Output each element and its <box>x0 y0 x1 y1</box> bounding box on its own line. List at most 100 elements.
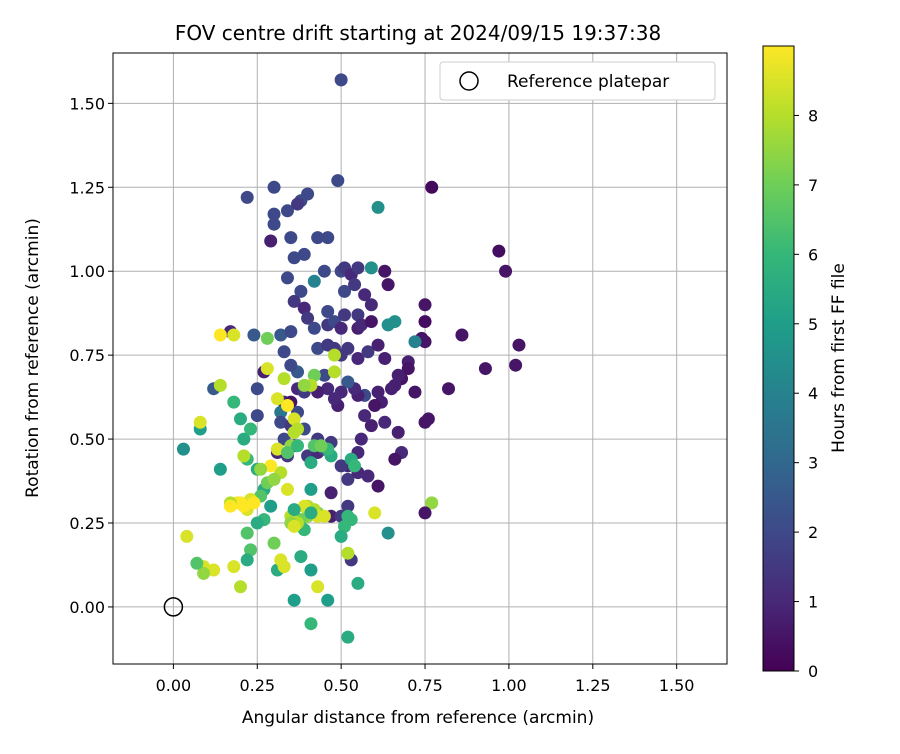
scatter-point <box>351 261 365 275</box>
scatter-point <box>364 261 378 275</box>
y-axis-ticks: 0.00 0.25 0.50 0.75 1.00 1.25 1.50 <box>69 94 113 617</box>
scatter-point <box>341 472 355 486</box>
x-tick-label: 0.75 <box>407 676 443 695</box>
scatter-point <box>287 503 301 517</box>
scatter-point <box>442 382 456 396</box>
scatter-point <box>287 593 301 607</box>
scatter-point <box>304 482 318 496</box>
scatter-point <box>287 412 301 426</box>
scatter-point <box>227 395 241 409</box>
legend: Reference platepar <box>439 61 716 101</box>
scatter-point <box>334 529 348 543</box>
x-tick-label: 1.50 <box>659 676 695 695</box>
scatter-point <box>371 479 385 493</box>
scatter-point <box>492 244 506 258</box>
scatter-point <box>260 362 274 376</box>
scatter-point <box>233 412 247 426</box>
scatter-points <box>176 73 526 644</box>
scatter-point <box>388 452 402 466</box>
scatter-point <box>338 308 352 322</box>
scatter-point <box>264 459 278 473</box>
scatter-point <box>227 328 241 342</box>
scatter-point <box>351 352 365 365</box>
scatter-point <box>509 358 523 372</box>
x-tick-label: 0.25 <box>239 676 275 695</box>
scatter-point <box>321 593 335 607</box>
scatter-point <box>418 415 432 429</box>
scatter-point <box>294 284 308 298</box>
scatter-point <box>294 550 308 564</box>
scatter-point <box>260 331 274 345</box>
scatter-point <box>237 449 251 463</box>
chart-title: FOV centre drift starting at 2024/09/15 … <box>175 21 661 45</box>
plot-background <box>113 53 727 664</box>
y-tick-label: 0.75 <box>69 346 105 365</box>
scatter-point <box>334 459 348 473</box>
scatter-point <box>280 399 294 412</box>
scatter-point <box>334 321 348 335</box>
scatter-point <box>378 415 392 429</box>
scatter-point <box>341 499 355 513</box>
colorbar-tick-label: 0 <box>808 662 818 681</box>
scatter-point <box>307 274 321 288</box>
scatter-point <box>314 439 328 453</box>
scatter-point <box>317 264 331 278</box>
scatter-point <box>358 288 372 302</box>
scatter-point <box>301 311 315 325</box>
scatter-point <box>277 372 291 386</box>
colorbar: 0 1 2 3 4 5 6 7 8 Hours from first FF file <box>762 45 849 681</box>
scatter-point <box>418 506 432 520</box>
scatter-point <box>425 496 439 510</box>
scatter-point <box>284 358 298 372</box>
scatter-point <box>291 439 305 453</box>
legend-marker-icon <box>459 71 479 91</box>
colorbar-label: Hours from first FF file <box>829 263 849 453</box>
scatter-point <box>244 422 258 436</box>
scatter-point <box>176 442 190 456</box>
scatter-point <box>351 576 365 590</box>
scatter-point <box>237 499 251 513</box>
y-tick-label: 0.00 <box>69 598 105 617</box>
scatter-point <box>321 305 335 318</box>
scatter-point <box>418 335 432 349</box>
colorbar-tick-label: 4 <box>808 384 818 403</box>
scatter-point <box>240 553 254 567</box>
scatter-point <box>267 217 281 231</box>
scatter-point <box>391 368 405 382</box>
scatter-point <box>304 617 318 631</box>
scatter-point <box>317 368 331 382</box>
plot-frame <box>112 52 728 665</box>
scatter-point <box>381 526 395 540</box>
scatter-point <box>364 298 378 312</box>
scatter-point <box>223 499 237 513</box>
colorbar-gradient <box>762 45 795 672</box>
scatter-point <box>327 365 341 379</box>
scatter-point <box>358 409 372 423</box>
scatter-point <box>287 294 301 308</box>
scatter-point <box>364 315 378 329</box>
scatter-point <box>354 318 368 332</box>
scatter-point <box>267 207 281 221</box>
scatter-point <box>280 446 294 459</box>
scatter-point <box>351 308 365 322</box>
colorbar-tick-label: 3 <box>808 454 818 473</box>
colorbar-ticks: 0 1 2 3 4 5 6 7 8 <box>794 106 818 681</box>
scatter-point <box>361 469 375 483</box>
scatter-point <box>190 556 204 570</box>
scatter-point <box>287 251 301 265</box>
scatter-point <box>240 526 254 540</box>
scatter-point <box>499 264 513 278</box>
scatter-point <box>227 560 241 574</box>
scatter-point <box>274 328 288 342</box>
scatter-point <box>371 200 385 214</box>
scatter-point <box>317 509 331 523</box>
scatter-point <box>361 345 375 359</box>
scatter-point <box>311 231 325 245</box>
scatter-point <box>321 231 335 245</box>
scatter-point <box>341 375 355 389</box>
scatter-point <box>280 204 294 218</box>
scatter-point <box>321 382 335 396</box>
y-tick-label: 0.25 <box>69 514 105 533</box>
scatter-point <box>213 328 227 342</box>
scatter-point <box>408 385 422 399</box>
